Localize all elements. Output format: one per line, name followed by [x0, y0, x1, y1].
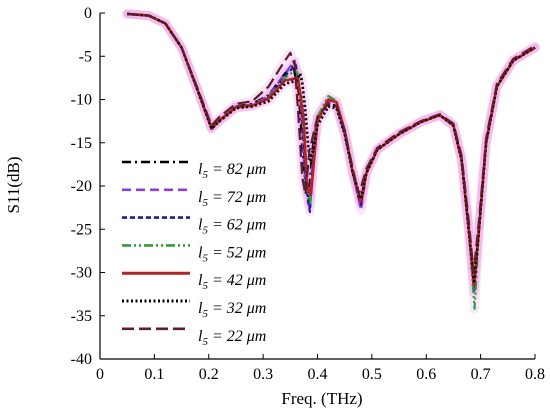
legend-label: l5 = 42 μm — [198, 272, 266, 292]
legend-label: l5 = 22 μm — [198, 328, 266, 348]
legend-item: l5 = 42 μm — [122, 271, 266, 292]
y-tick-label: -20 — [71, 178, 92, 195]
legend-item: l5 = 82 μm — [122, 160, 266, 181]
axes-layer: 0 0.1 0.2 0.3 0.4 0.5 0.6 0.7 0.8 0 -5 -10 -15 -20 -25… — [71, 5, 545, 383]
y-tick-label: 0 — [84, 5, 92, 22]
legend-label: l5 = 32 μm — [198, 300, 266, 320]
y-axis-title: S11(dB) — [4, 157, 23, 214]
x-tick-label: 0.3 — [253, 366, 273, 383]
legend-item: l5 = 72 μm — [122, 188, 266, 209]
x-axis-title: Freq. (THz) — [281, 389, 362, 408]
series-line-7 — [127, 12, 536, 274]
legend-item: l5 = 52 μm — [122, 244, 266, 264]
legend-item: l5 = 22 μm — [122, 327, 266, 348]
legend-item: l5 = 32 μm — [122, 299, 266, 320]
legend-label: l5 = 72 μm — [198, 189, 266, 209]
x-tick-label: 0.5 — [362, 366, 382, 383]
x-tick-label: 0 — [96, 366, 104, 383]
x-tick-label: 0.7 — [471, 366, 491, 383]
y-tick-label: -35 — [71, 308, 92, 325]
y-tick-label: -40 — [71, 351, 92, 368]
x-tick-label: 0.4 — [308, 366, 328, 383]
y-tick-label: -5 — [79, 48, 92, 65]
x-tick-label: 0.1 — [144, 366, 164, 383]
legend-label: l5 = 62 μm — [198, 217, 266, 237]
y-tick-label: -10 — [71, 92, 92, 109]
legend-label: l5 = 52 μm — [198, 244, 266, 264]
y-tick-label: -30 — [71, 265, 92, 282]
x-tick-label: 0.6 — [416, 366, 436, 383]
series-glow — [122, 9, 540, 277]
legend: l5 = 82 μm l5 = 72 μm l5 = 62 μm l5 = 52 μm… — [122, 160, 266, 348]
legend-label: l5 = 82 μm — [198, 161, 266, 181]
y-tick-label: -25 — [71, 221, 92, 238]
x-tick-label: 0.8 — [525, 366, 545, 383]
glow-layer — [122, 9, 540, 314]
series-layer — [127, 12, 536, 310]
y-tick-label: -15 — [71, 135, 92, 152]
legend-item: l5 = 62 μm — [122, 216, 266, 237]
x-tick-label: 0.2 — [199, 366, 219, 383]
